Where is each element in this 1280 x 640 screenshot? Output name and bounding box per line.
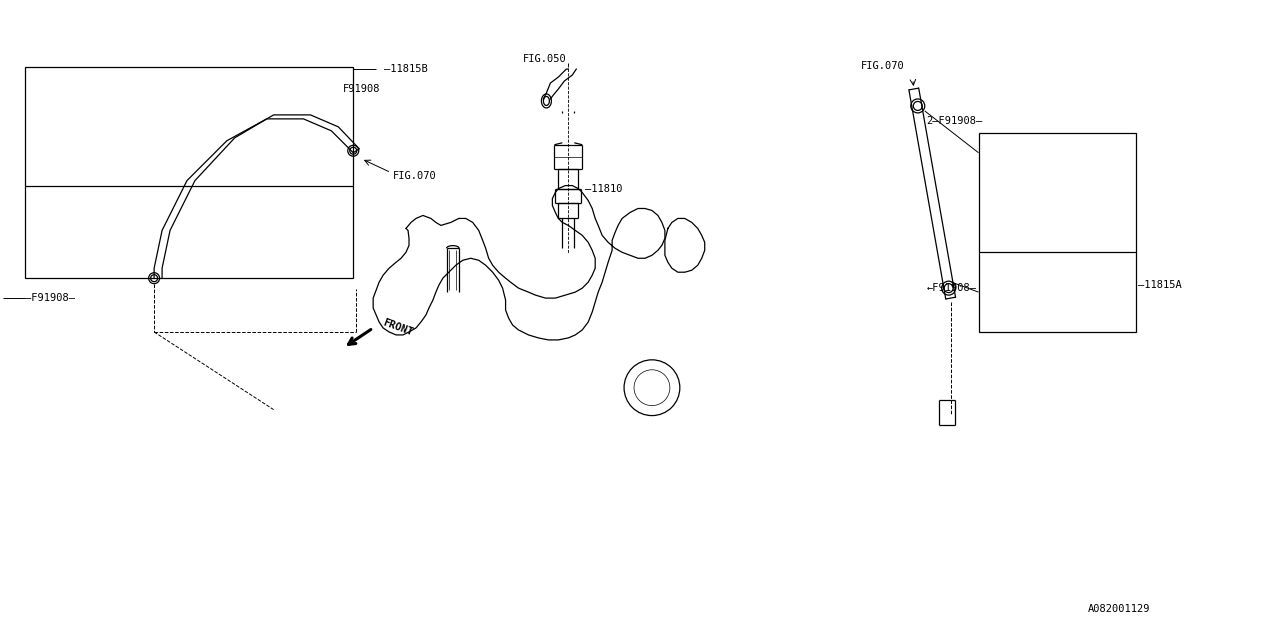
Text: —F91908—: —F91908—	[24, 293, 74, 303]
Bar	[24, 67, 353, 278]
Text: —11815B: —11815B	[384, 64, 428, 74]
Bar	[978, 133, 1135, 332]
Text: FIG.050: FIG.050	[522, 54, 566, 64]
Text: FIG.070: FIG.070	[393, 171, 436, 180]
Text: ←F91908—: ←F91908—	[927, 283, 977, 293]
Text: FRONT: FRONT	[381, 318, 413, 338]
Text: FIG.070: FIG.070	[861, 61, 905, 71]
Text: —11815A: —11815A	[1138, 280, 1181, 290]
Text: F91908: F91908	[343, 84, 380, 94]
Text: A082001129: A082001129	[1088, 604, 1151, 614]
Text: —11810: —11810	[585, 184, 623, 193]
Text: 2—F91908—: 2—F91908—	[927, 116, 983, 126]
